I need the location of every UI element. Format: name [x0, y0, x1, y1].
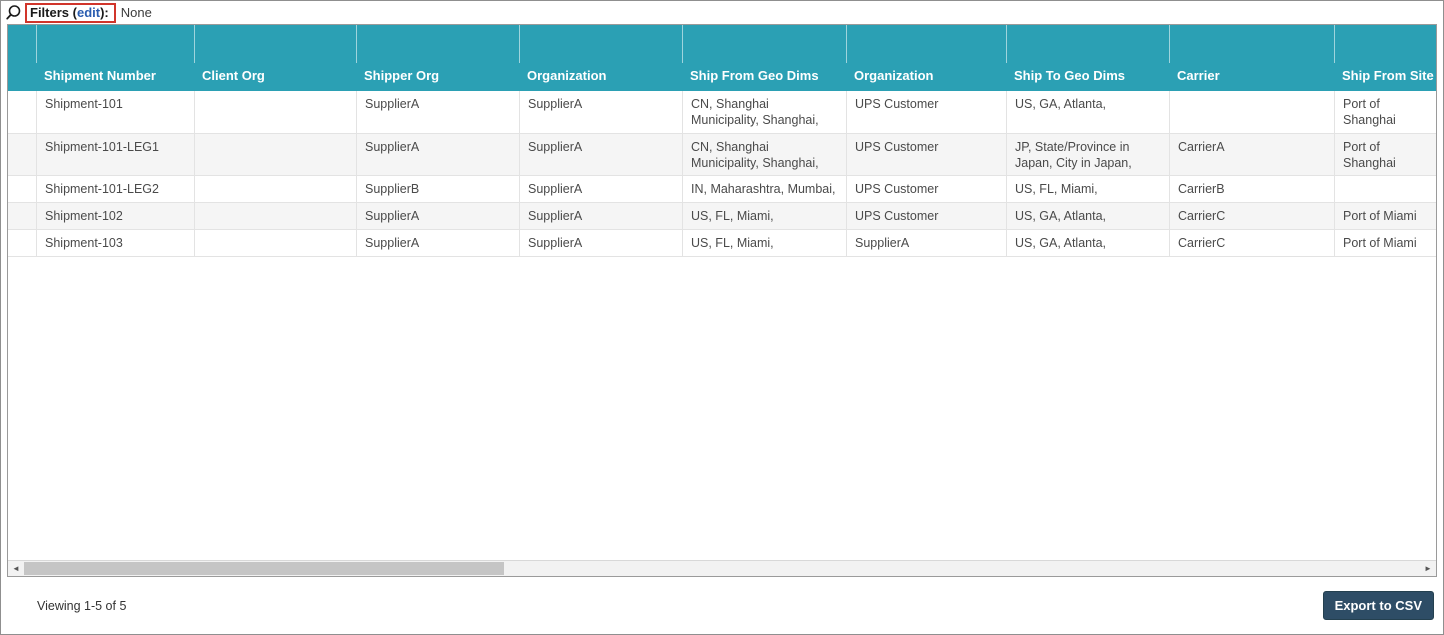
table-cell [8, 203, 36, 229]
table-cell: Port of Miami [1334, 230, 1436, 256]
filters-label-box: Filters (edit): [25, 2, 116, 23]
filters-bar: Filters (edit): None [1, 1, 1443, 24]
table-cell [194, 176, 356, 202]
table-cell [8, 134, 36, 176]
scrollbar-track[interactable] [24, 561, 1420, 576]
table-cell: SupplierA [356, 133, 519, 175]
column-header-shipment-number[interactable]: Shipment Number [36, 25, 194, 91]
horizontal-scrollbar[interactable]: ◄ ► [8, 560, 1436, 576]
table-row[interactable]: Shipment-102 SupplierA SupplierA US, FL,… [8, 203, 1436, 230]
table-cell: JP, State/Province in Japan, City in Jap… [1006, 133, 1169, 175]
table-cell: SupplierA [519, 91, 682, 133]
table-cell: Port of Shanghai [1334, 133, 1436, 175]
table-cell: SupplierA [356, 203, 519, 229]
filters-value: None [120, 5, 152, 20]
grid-header: Shipment Number Client Org Shipper Org O… [8, 25, 1436, 91]
table-cell [1169, 91, 1334, 133]
table-row[interactable]: Shipment-103 SupplierA SupplierA US, FL,… [8, 230, 1436, 257]
table-cell [8, 230, 36, 256]
viewing-status: Viewing 1-5 of 5 [37, 598, 127, 613]
filters-edit-link[interactable]: edit [76, 5, 101, 20]
table-cell: UPS Customer [846, 133, 1006, 175]
table-cell: US, FL, Miami, [682, 203, 846, 229]
table-cell: CarrierB [1169, 176, 1334, 202]
table-cell: CarrierC [1169, 203, 1334, 229]
table-cell: SupplierA [519, 176, 682, 202]
table-row[interactable]: Shipment-101 SupplierA SupplierA CN, Sha… [8, 91, 1436, 134]
filters-label-prefix: Filters ( [30, 5, 77, 20]
table-cell: SupplierA [519, 230, 682, 256]
table-cell: UPS Customer [846, 91, 1006, 133]
filters-label-suffix: ): [100, 5, 109, 20]
table-cell: US, GA, Atlanta, [1006, 91, 1169, 133]
column-header-ship-to-geo-dims[interactable]: Ship To Geo Dims [1006, 25, 1169, 91]
column-header-organization-2[interactable]: Organization [846, 25, 1006, 91]
column-header-shipper-org[interactable]: Shipper Org [356, 25, 519, 91]
scroll-right-icon[interactable]: ► [1424, 564, 1432, 573]
table-cell [8, 91, 36, 133]
column-header-carrier[interactable]: Carrier [1169, 25, 1334, 91]
table-row[interactable]: Shipment-101-LEG1 SupplierA SupplierA CN… [8, 133, 1436, 176]
table-cell [194, 203, 356, 229]
table-cell: Shipment-101 [36, 91, 194, 133]
table-cell: Port of Shanghai [1334, 91, 1436, 133]
column-header-ship-from-geo-dims[interactable]: Ship From Geo Dims [682, 25, 846, 91]
grid-footer: Viewing 1-5 of 5 Export to CSV [1, 577, 1443, 634]
table-cell: Shipment-102 [36, 203, 194, 229]
table-cell: UPS Customer [846, 203, 1006, 229]
table-cell [194, 133, 356, 175]
table-cell: US, GA, Atlanta, [1006, 203, 1169, 229]
table-cell: CN, Shanghai Municipality, Shanghai, [682, 91, 846, 133]
scroll-left-icon[interactable]: ◄ [12, 564, 20, 573]
table-cell: SupplierA [519, 133, 682, 175]
table-cell: UPS Customer [846, 176, 1006, 202]
table-cell: SupplierA [519, 203, 682, 229]
column-header-client-org[interactable]: Client Org [194, 25, 356, 91]
table-cell: Port of Miami [1334, 203, 1436, 229]
table-cell [1334, 176, 1436, 202]
search-icon [6, 5, 21, 20]
table-cell: US, GA, Atlanta, [1006, 230, 1169, 256]
table-cell [8, 176, 36, 202]
table-cell: US, FL, Miami, [1006, 176, 1169, 202]
table-cell: Shipment-103 [36, 230, 194, 256]
column-header-organization-1[interactable]: Organization [519, 25, 682, 91]
table-cell [194, 91, 356, 133]
table-cell: SupplierA [356, 91, 519, 133]
column-header-selector [8, 25, 36, 91]
table-cell: SupplierA [846, 230, 1006, 256]
table-row[interactable]: Shipment-101-LEG2 SupplierB SupplierA IN… [8, 176, 1436, 203]
table-cell: IN, Maharashtra, Mumbai, [682, 176, 846, 202]
table-body: Shipment-101 SupplierA SupplierA CN, Sha… [8, 91, 1436, 257]
table-cell: Shipment-101-LEG1 [36, 133, 194, 175]
export-to-csv-button[interactable]: Export to CSV [1322, 591, 1434, 620]
table-cell [194, 230, 356, 256]
table-cell: Shipment-101-LEG2 [36, 176, 194, 202]
scrollbar-thumb[interactable] [24, 562, 504, 575]
table-cell: CarrierC [1169, 230, 1334, 256]
table-cell: CarrierA [1169, 133, 1334, 175]
column-header-ship-from-site[interactable]: Ship From Site [1334, 25, 1436, 91]
table-cell: SupplierA [356, 230, 519, 256]
table-cell: SupplierB [356, 176, 519, 202]
table-cell: CN, Shanghai Municipality, Shanghai, [682, 133, 846, 175]
table-cell: US, FL, Miami, [682, 230, 846, 256]
grid-empty-area [8, 257, 1436, 560]
shipments-grid: Shipment Number Client Org Shipper Org O… [7, 24, 1437, 577]
